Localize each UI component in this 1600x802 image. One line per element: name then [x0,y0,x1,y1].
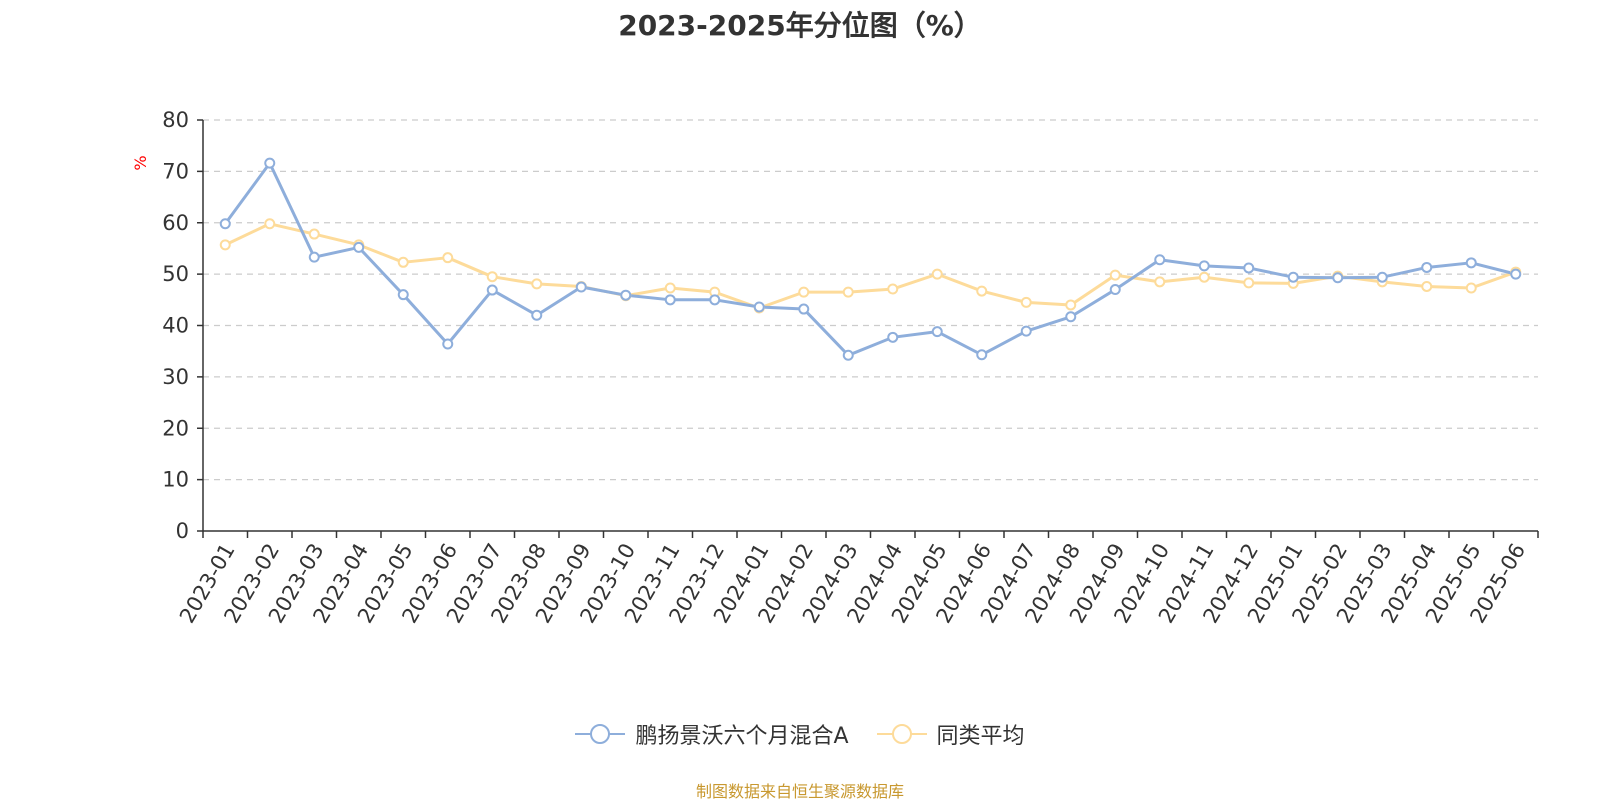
data-point-series-1 [397,256,409,268]
data-point-series-0 [620,289,632,301]
data-point-series-1 [1020,296,1032,308]
data-point-series-0 [1376,271,1388,283]
data-point-series-1 [264,218,276,230]
data-point-series-0 [1198,260,1210,272]
y-axis-unit-label: % [131,155,150,170]
data-point-series-0 [442,338,454,350]
data-point-series-0 [1332,272,1344,284]
data-point-series-0 [264,157,276,169]
legend: 鹏扬景沃六个月混合A 同类平均 [0,718,1600,750]
source-note: 制图数据来自恒生聚源数据库 [695,782,904,801]
data-point-series-0 [1421,261,1433,273]
data-point-series-1 [1243,277,1255,289]
data-point-series-1 [976,285,988,297]
chart-title: 2023-2025年分位图（%） [618,9,982,42]
data-point-series-0 [976,349,988,361]
axes: 010203040506070802023-012023-022023-0320… [162,108,1539,627]
y-tick-label: 80 [162,108,189,132]
data-point-series-0 [486,284,498,296]
data-point-series-1 [664,282,676,294]
data-point-series-1 [442,252,454,264]
series-line-0 [224,161,1517,357]
y-tick-label: 50 [162,262,189,286]
data-point-series-1 [531,278,543,290]
legend-item-peer-average[interactable]: 同类平均 [876,718,1025,750]
data-point-series-0 [353,241,365,253]
data-point-series-0 [664,294,676,306]
data-points [219,157,1522,361]
y-tick-label: 40 [162,314,189,338]
data-point-series-0 [931,326,943,338]
legend-fund-line-icon [575,724,626,744]
series-lines [224,161,1517,357]
data-point-series-1 [1109,269,1121,281]
y-tick-label: 10 [162,468,189,492]
data-point-series-1 [798,286,810,298]
legend-fund-label: 鹏扬景沃六个月混合A [635,724,849,749]
data-point-series-0 [753,301,765,313]
data-point-series-0 [1510,268,1522,280]
data-point-series-1 [842,286,854,298]
data-point-series-0 [709,294,721,306]
legend-item-fund[interactable]: 鹏扬景沃六个月混合A [575,718,849,750]
data-point-series-0 [1287,271,1299,283]
series-line-1 [224,222,1517,310]
data-point-series-0 [1065,311,1077,323]
y-tick-label: 70 [162,159,189,183]
y-tick-label: 20 [162,416,189,440]
data-point-series-0 [798,303,810,315]
y-tick-label: 0 [176,519,189,543]
data-point-series-0 [308,251,320,263]
data-point-series-0 [531,309,543,321]
data-point-series-1 [887,283,899,295]
y-tick-label: 60 [162,211,189,235]
data-point-series-0 [1109,284,1121,296]
data-point-series-1 [308,228,320,240]
data-point-series-0 [887,331,899,343]
data-point-series-0 [842,349,854,361]
grid-lines [203,119,1538,481]
data-point-series-1 [1154,276,1166,288]
data-point-series-0 [1243,262,1255,274]
data-point-series-1 [1198,271,1210,283]
data-point-series-1 [1421,280,1433,292]
data-point-series-0 [1465,257,1477,269]
data-point-series-1 [931,268,943,280]
legend-peer-average-label: 同类平均 [936,724,1025,749]
data-point-series-0 [397,289,409,301]
legend-peer-average-line-icon [876,724,927,744]
data-point-series-1 [1465,282,1477,294]
y-tick-label: 30 [162,365,189,389]
data-point-series-0 [1020,325,1032,337]
data-point-series-1 [486,271,498,283]
data-point-series-0 [219,218,231,230]
data-point-series-0 [575,281,587,293]
data-point-series-0 [1154,254,1166,266]
data-point-series-1 [219,239,231,251]
data-point-series-1 [1065,299,1077,311]
